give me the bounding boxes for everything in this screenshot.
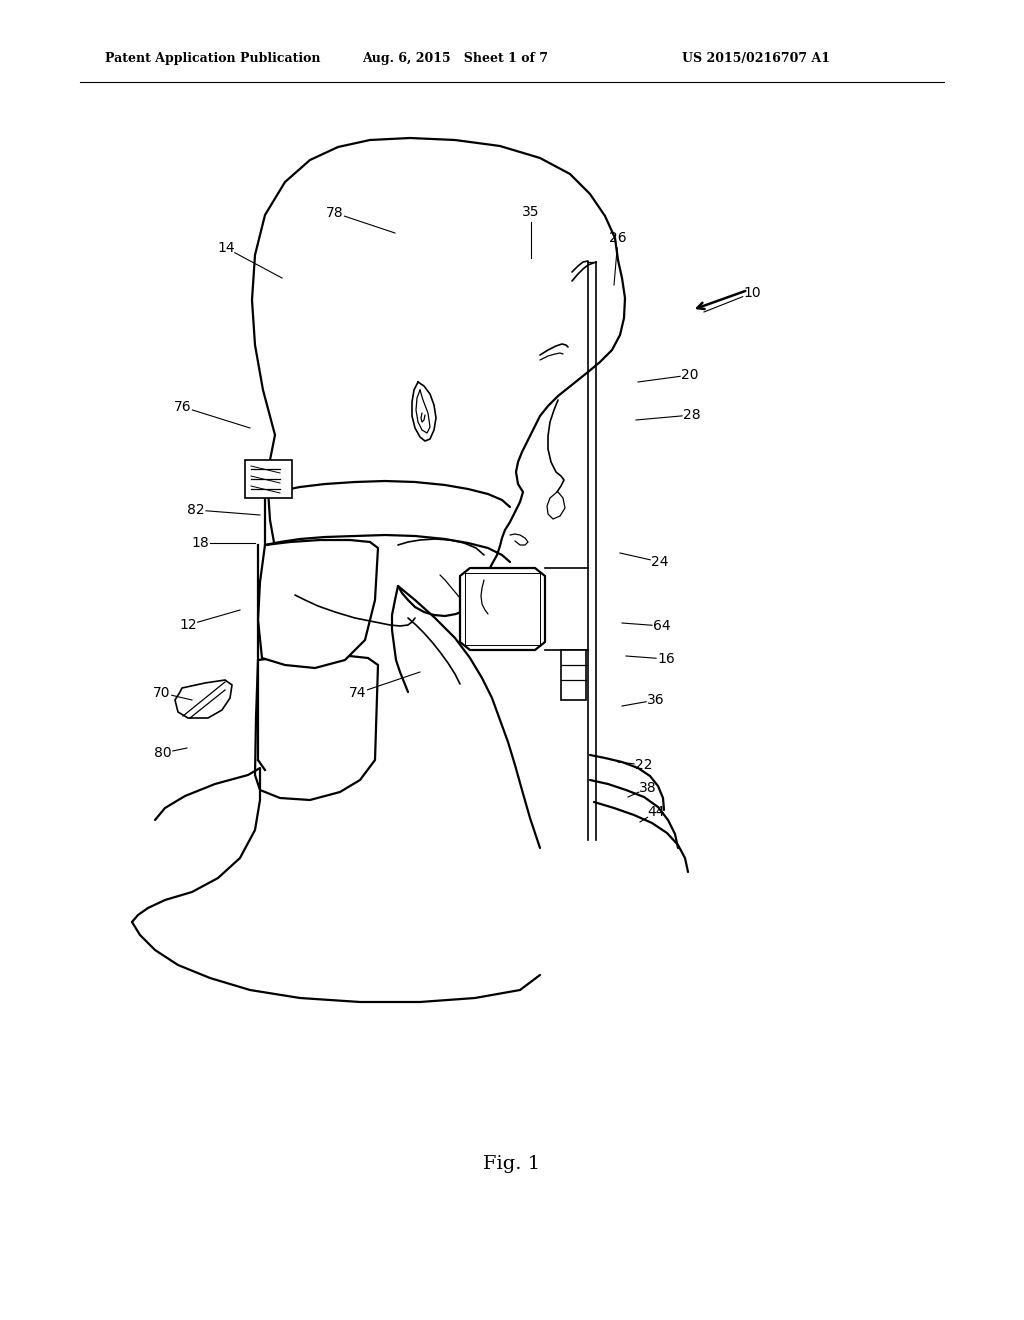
Text: 44: 44 <box>647 805 665 818</box>
Polygon shape <box>245 459 292 498</box>
Text: 28: 28 <box>683 408 700 422</box>
Polygon shape <box>460 568 545 649</box>
Text: 70: 70 <box>154 686 171 700</box>
Text: 22: 22 <box>635 758 652 772</box>
Text: 80: 80 <box>155 746 172 760</box>
Text: 26: 26 <box>609 231 627 246</box>
Polygon shape <box>258 540 378 668</box>
Text: 10: 10 <box>743 286 761 300</box>
Text: 35: 35 <box>522 205 540 219</box>
Text: 20: 20 <box>681 368 698 381</box>
Polygon shape <box>561 649 586 700</box>
Text: 12: 12 <box>179 618 197 632</box>
Text: 82: 82 <box>187 503 205 517</box>
Text: 16: 16 <box>657 652 675 667</box>
Text: Aug. 6, 2015   Sheet 1 of 7: Aug. 6, 2015 Sheet 1 of 7 <box>362 51 548 65</box>
Text: 78: 78 <box>327 206 344 220</box>
Text: 36: 36 <box>647 693 665 708</box>
Text: 64: 64 <box>653 619 671 634</box>
Text: Patent Application Publication: Patent Application Publication <box>105 51 321 65</box>
Text: 38: 38 <box>639 781 656 795</box>
Text: 74: 74 <box>349 686 367 700</box>
Polygon shape <box>175 680 232 718</box>
Text: Fig. 1: Fig. 1 <box>483 1155 541 1173</box>
Text: US 2015/0216707 A1: US 2015/0216707 A1 <box>682 51 830 65</box>
Text: 14: 14 <box>217 242 234 255</box>
Text: 76: 76 <box>174 400 191 414</box>
Text: 24: 24 <box>651 554 669 569</box>
Text: 18: 18 <box>191 536 209 550</box>
Polygon shape <box>255 655 378 800</box>
